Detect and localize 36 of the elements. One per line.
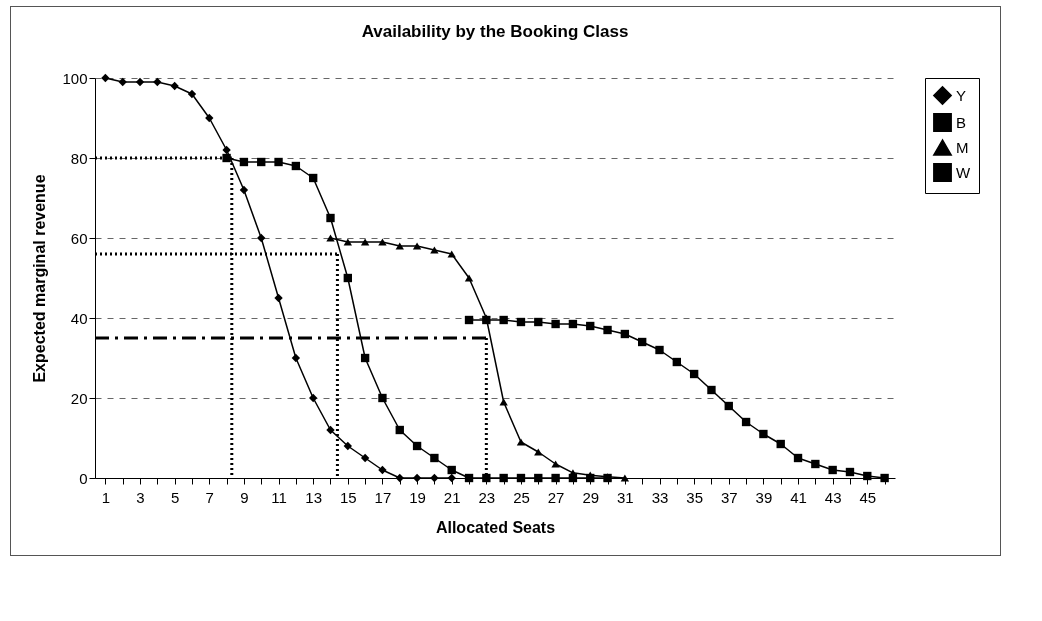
x-tick-label: 27 (547, 488, 565, 506)
x-tick-label: 37 (720, 488, 738, 506)
x-tick-label: 45 (859, 488, 877, 506)
y-tick-label: 0 (79, 469, 88, 487)
x-tick-label: 41 (790, 488, 807, 506)
y-axis-title: Expected marginal revenue (31, 174, 49, 383)
x-tick-label: 31 (617, 488, 634, 506)
x-tick-label: 43 (824, 488, 842, 506)
x-tick-label: 9 (240, 488, 249, 506)
x-tick-label: 3 (136, 488, 145, 506)
x-tick-label: 17 (374, 488, 392, 506)
x-tick-label: 21 (443, 488, 461, 506)
x-axis-title: Allocated Seats (435, 518, 556, 536)
legend-label: M (956, 138, 969, 156)
legend-label: Y (956, 86, 967, 104)
x-tick-label: 35 (686, 488, 703, 506)
y-tick-label: 20 (70, 389, 88, 407)
x-tick-label: 13 (305, 488, 323, 506)
x-tick-label: 33 (651, 488, 669, 506)
legend-label: B (956, 113, 967, 131)
y-tick-label: 40 (70, 309, 88, 327)
x-tick-label: 25 (513, 488, 530, 506)
x-tick-label: 15 (339, 488, 357, 506)
legend-label: W (956, 163, 971, 181)
x-tick-label: 19 (409, 488, 426, 506)
chart-title: Availability by the Booking Class (361, 22, 629, 41)
x-tick-label: 23 (478, 488, 496, 506)
x-tick-label: 11 (271, 488, 287, 506)
x-tick-label: 29 (582, 488, 600, 506)
x-tick-label: 7 (205, 488, 214, 506)
y-tick-label: 60 (70, 229, 88, 247)
x-tick-label: 39 (755, 488, 773, 506)
y-tick-label: 100 (62, 69, 88, 87)
x-tick-label: 1 (101, 488, 111, 506)
x-tick-label: 5 (170, 488, 180, 506)
y-tick-label: 80 (70, 149, 88, 167)
